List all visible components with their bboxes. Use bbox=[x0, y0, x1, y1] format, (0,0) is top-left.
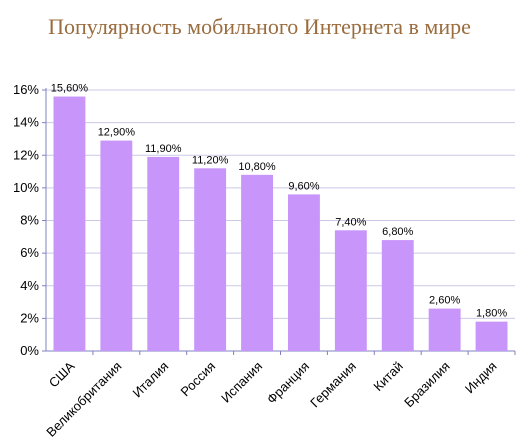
bar bbox=[475, 321, 508, 351]
bar bbox=[147, 156, 180, 351]
bar bbox=[53, 96, 86, 351]
bar bbox=[428, 308, 461, 351]
bar bbox=[288, 194, 320, 351]
data-label: 11,90% bbox=[145, 143, 182, 155]
y-tick-label: 16% bbox=[13, 82, 39, 97]
y-tick-label: 8% bbox=[20, 213, 39, 228]
x-tick-label: Франция bbox=[264, 359, 312, 407]
chart-title: Популярность мобильного Интернета в мире bbox=[48, 14, 471, 39]
y-tick-label: 0% bbox=[20, 343, 39, 358]
y-tick-label: 2% bbox=[20, 310, 39, 325]
bar bbox=[100, 140, 133, 351]
x-tick-label: Китай bbox=[370, 359, 405, 394]
data-label: 12,90% bbox=[98, 127, 136, 139]
bar bbox=[334, 230, 367, 351]
data-label: 6,80% bbox=[382, 226, 413, 238]
y-tick-label: 4% bbox=[20, 278, 39, 293]
bar bbox=[241, 174, 273, 351]
data-label: 11,20% bbox=[192, 154, 229, 166]
y-tick-label: 14% bbox=[13, 115, 39, 130]
y-tick-label: 12% bbox=[13, 147, 39, 162]
data-label: 15,60% bbox=[51, 83, 89, 95]
bar bbox=[381, 240, 414, 351]
x-tick-label: Испания bbox=[218, 359, 265, 406]
x-tick-label: Германия bbox=[307, 359, 359, 411]
bar bbox=[194, 168, 227, 351]
x-tick-label: Бразилия bbox=[401, 359, 453, 411]
y-tick-label: 6% bbox=[20, 245, 39, 260]
y-tick-label: 10% bbox=[13, 180, 39, 195]
data-label: 9,60% bbox=[288, 180, 319, 192]
x-tick-label: Россия bbox=[178, 359, 219, 400]
x-tick-label: Индия bbox=[462, 359, 500, 397]
x-tick-label: США bbox=[46, 358, 78, 390]
data-label: 1,80% bbox=[476, 308, 507, 320]
data-label: 7,40% bbox=[335, 216, 366, 228]
data-label: 2,60% bbox=[429, 295, 460, 307]
x-tick-label: Италия bbox=[129, 359, 171, 401]
data-label: 10,80% bbox=[238, 161, 276, 173]
